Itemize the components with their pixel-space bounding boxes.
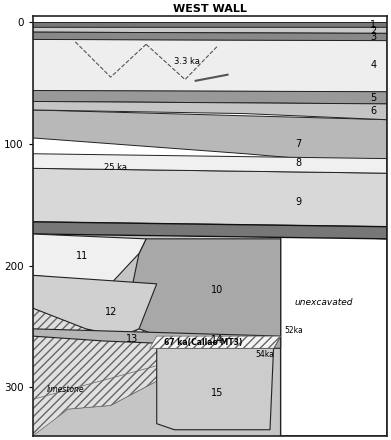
Text: 52ka: 52ka xyxy=(284,326,303,334)
Text: 14: 14 xyxy=(211,335,223,345)
Polygon shape xyxy=(33,329,281,348)
Text: 25 ka: 25 ka xyxy=(104,163,127,172)
Polygon shape xyxy=(33,32,387,40)
Title: WEST WALL: WEST WALL xyxy=(173,4,247,14)
Text: 13: 13 xyxy=(126,334,138,344)
Polygon shape xyxy=(33,234,146,284)
Text: 5: 5 xyxy=(370,93,376,103)
Polygon shape xyxy=(33,91,387,104)
Polygon shape xyxy=(150,336,281,348)
Polygon shape xyxy=(132,239,281,348)
Polygon shape xyxy=(33,102,387,120)
Text: limestone: limestone xyxy=(47,385,84,394)
Text: 3.3 ka: 3.3 ka xyxy=(174,57,200,66)
Text: 8: 8 xyxy=(295,158,301,169)
Text: unexcavated: unexcavated xyxy=(295,297,353,307)
Polygon shape xyxy=(33,275,157,336)
Polygon shape xyxy=(33,234,281,436)
Text: 3: 3 xyxy=(370,32,376,42)
Text: 12: 12 xyxy=(104,307,117,317)
Text: 4: 4 xyxy=(370,60,376,70)
Polygon shape xyxy=(33,110,387,166)
Polygon shape xyxy=(281,234,387,436)
Polygon shape xyxy=(33,154,387,173)
Text: 6: 6 xyxy=(370,106,376,116)
Polygon shape xyxy=(157,348,274,430)
Polygon shape xyxy=(33,308,167,409)
Text: 7: 7 xyxy=(295,139,301,149)
Polygon shape xyxy=(33,363,167,436)
Text: 11: 11 xyxy=(76,251,88,261)
Polygon shape xyxy=(33,22,387,27)
Polygon shape xyxy=(33,27,387,33)
Text: 2: 2 xyxy=(370,26,376,36)
Text: 15: 15 xyxy=(211,388,223,398)
Text: 10: 10 xyxy=(211,285,223,295)
Text: 1: 1 xyxy=(370,20,376,30)
Text: 67 ka(Callao MT3): 67 ka(Callao MT3) xyxy=(164,338,242,347)
Text: 9: 9 xyxy=(295,198,301,207)
Text: 54ka: 54ka xyxy=(256,350,275,359)
Polygon shape xyxy=(33,40,387,92)
Polygon shape xyxy=(33,222,387,239)
Polygon shape xyxy=(33,169,387,227)
